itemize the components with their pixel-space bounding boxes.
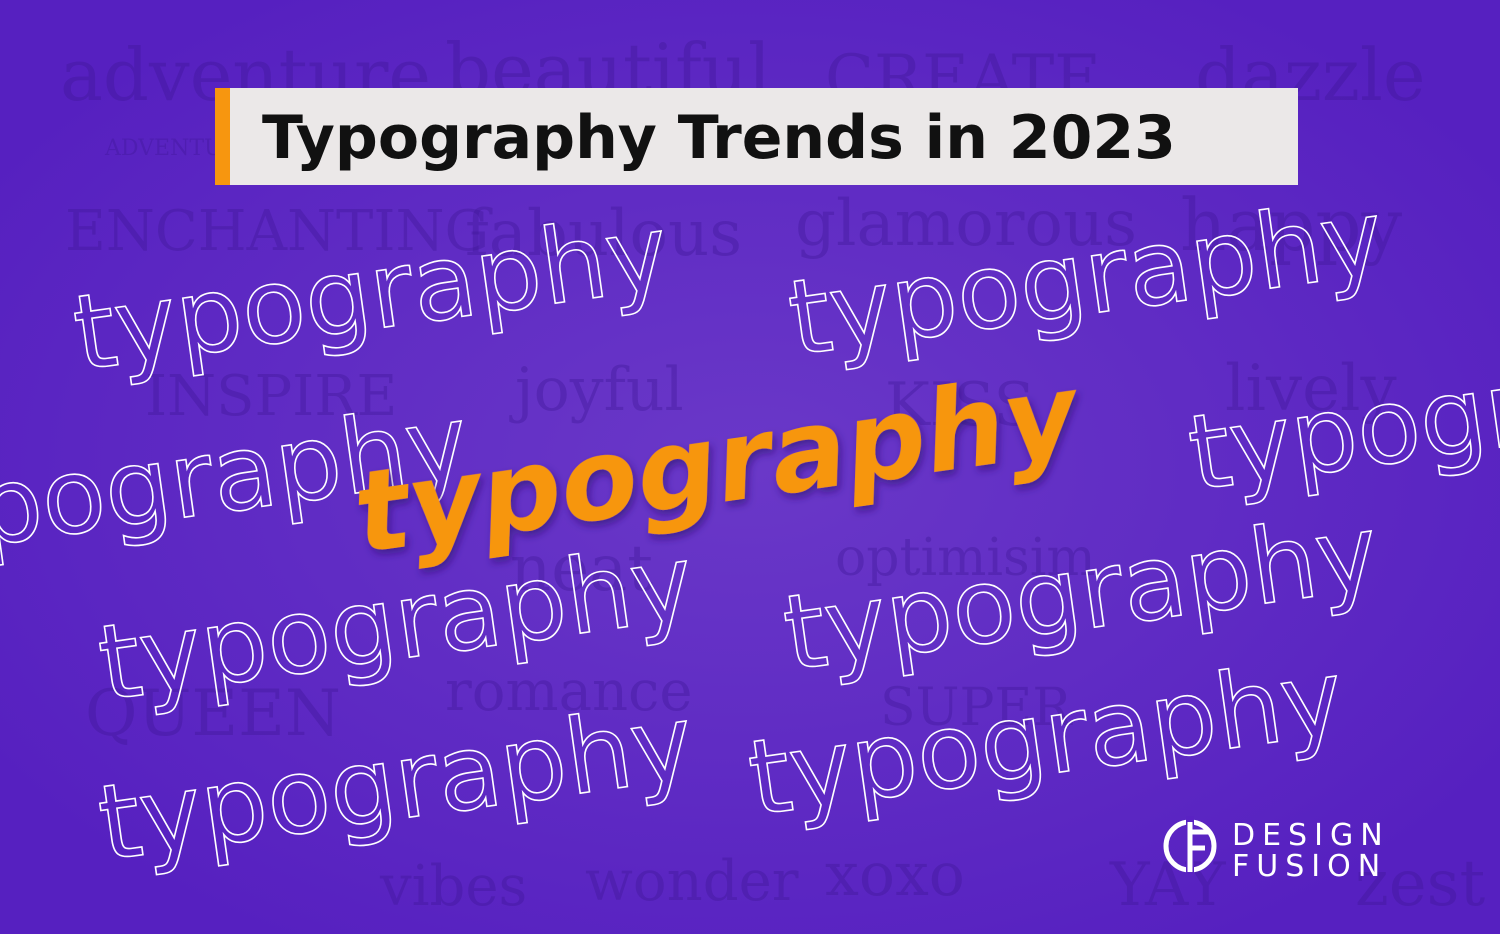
background-word: lively <box>1225 352 1397 426</box>
background-word: happy <box>1180 183 1402 267</box>
background-word: SUPER <box>880 678 1073 738</box>
logo-icon-f <box>1187 822 1210 872</box>
background-word: vibes <box>379 854 527 919</box>
title-box <box>215 88 1298 185</box>
background-word: neat <box>510 532 653 606</box>
title-accent <box>215 88 230 185</box>
background-word: wonder <box>585 849 799 914</box>
background-word: optimisim <box>835 528 1096 588</box>
background-word: romance <box>445 659 693 724</box>
logo: DESIGN FUSION <box>1163 816 1390 884</box>
background-word: fabulous <box>465 197 742 271</box>
logo-line1: DESIGN <box>1232 818 1390 853</box>
background-word: xoxo <box>825 840 965 910</box>
logo-line2: FUSION <box>1232 849 1387 884</box>
background-word: QUEEN <box>85 677 341 751</box>
background-word: INSPIRE <box>145 364 397 429</box>
background-word: ENCHANTING <box>65 199 489 264</box>
background-word: joyful <box>509 355 684 425</box>
background-word: zest <box>1355 847 1485 921</box>
title: Typography Trends in 2023 <box>262 103 1176 173</box>
background-words: adventure beautiful CREATE dazzleADVENTUREE… <box>60 28 1485 921</box>
background-word: glamorous <box>795 187 1137 261</box>
background-word: KISS <box>885 370 1035 440</box>
